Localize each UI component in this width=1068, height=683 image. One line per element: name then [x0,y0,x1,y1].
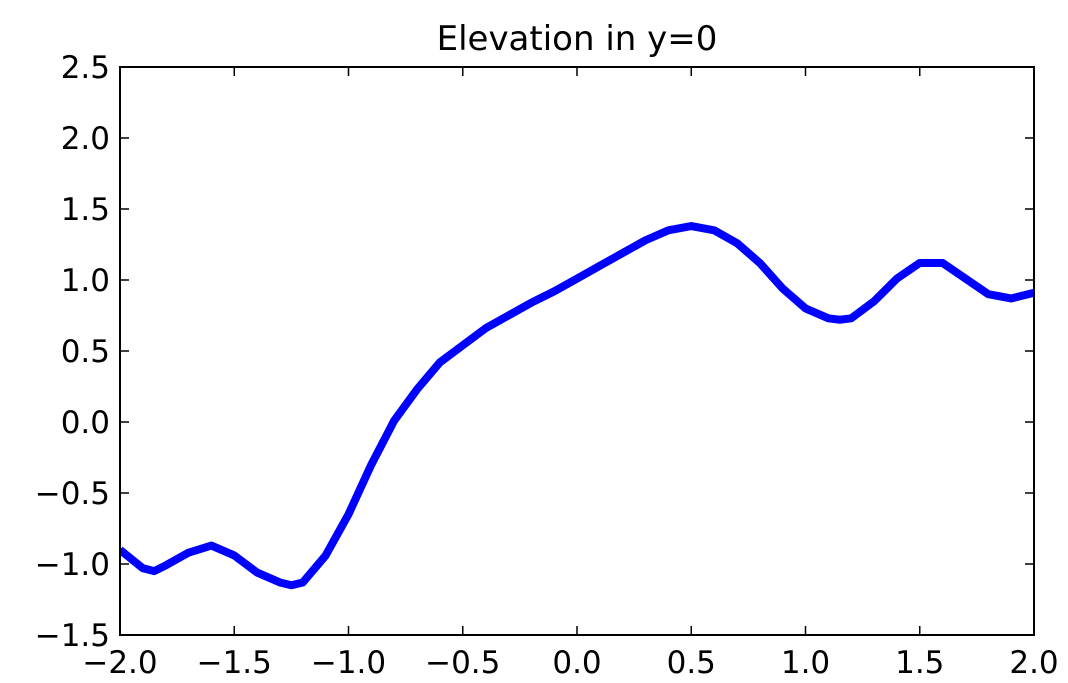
x-tick-label: 0.0 [552,645,601,681]
y-tick-label: −1.5 [35,618,110,654]
x-tick-label: −1.5 [197,645,272,681]
plot-frame [119,66,1035,636]
y-tick-label: 2.5 [61,50,110,86]
x-tick-label: 1.0 [781,645,830,681]
x-tick-label: −2.0 [82,645,157,681]
y-tick-label: −1.0 [35,547,110,583]
y-tick-label: 0.5 [61,334,110,370]
x-tick-label: 0.5 [667,645,716,681]
data-line [120,222,1034,590]
y-tick-label: 1.5 [61,192,110,228]
y-tick-label: 0.0 [61,405,110,441]
x-tick-label: 2.0 [1009,645,1058,681]
x-tick-label: −1.0 [311,645,386,681]
y-tick-label: 2.0 [61,121,110,157]
chart-title: Elevation in y=0 [437,19,718,59]
x-tick-label: 1.5 [895,645,944,681]
x-tick-label: −0.5 [425,645,500,681]
y-tick-label: −0.5 [35,476,110,512]
y-tick-label: 1.0 [61,263,110,299]
